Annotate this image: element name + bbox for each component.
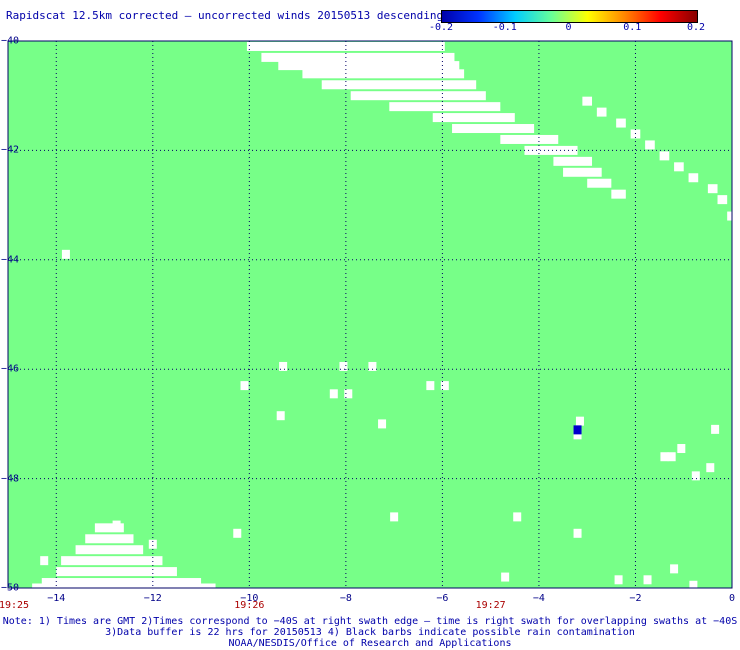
data-gap: [302, 69, 465, 79]
data-gap: [41, 578, 202, 588]
data-gap: [378, 419, 387, 429]
data-gap: [94, 523, 124, 533]
data-gap: [276, 411, 285, 421]
latitude-tick-label: −50: [0, 582, 20, 594]
longitude-tick-label: −8: [339, 593, 352, 604]
data-gap: [611, 189, 626, 199]
time-label: 19:25: [0, 600, 30, 611]
data-gap: [727, 211, 736, 221]
data-gap: [279, 361, 288, 371]
data-gap: [677, 444, 686, 454]
data-gap: [56, 567, 177, 577]
data-gap: [61, 556, 163, 566]
data-gap: [563, 167, 602, 177]
data-gap: [233, 528, 242, 538]
data-gap: [240, 381, 249, 391]
map-title: Rapidscat 12.5km corrected – uncorrected…: [6, 9, 444, 22]
longitude-tick-label: −2: [629, 593, 642, 604]
longitude-tick-label: −6: [436, 593, 449, 604]
data-gap: [440, 381, 449, 391]
data-gap: [596, 107, 607, 117]
data-gap: [573, 430, 582, 440]
data-gap: [587, 178, 612, 188]
latitude-tick-label: −40: [0, 35, 20, 47]
time-label: 19:27: [475, 600, 506, 611]
colorbar-tick-label: -0.1: [492, 22, 517, 33]
data-gap: [667, 452, 676, 462]
data-gap: [513, 512, 522, 522]
data-gap: [501, 572, 510, 582]
latitude-tick-label: −46: [0, 363, 20, 375]
data-gap: [670, 564, 679, 574]
data-gap: [368, 361, 377, 371]
data-gap: [688, 173, 699, 183]
data-gap: [707, 184, 718, 194]
time-label: 19:26: [234, 600, 265, 611]
data-gap: [645, 140, 655, 150]
map-frame: [7, 40, 733, 589]
data-gap: [689, 580, 698, 590]
data-gap: [432, 113, 515, 123]
longitude-tick-label: −12: [143, 593, 162, 604]
data-gap: [148, 539, 157, 549]
data-gap: [500, 134, 559, 144]
longitude-tick-label: −4: [532, 593, 545, 604]
data-gap: [75, 545, 144, 555]
note-line-1: Note: 1) Times are GMT 2)Times correspon…: [2, 616, 738, 627]
data-gap: [643, 575, 652, 585]
data-gap: [660, 452, 669, 462]
data-gap: [706, 463, 715, 473]
colorbar-tick-label: 0.2: [686, 22, 706, 33]
data-gap: [575, 416, 584, 426]
data-gap: [582, 96, 593, 106]
colorbar-tick-label: 0.1: [623, 22, 642, 33]
data-gap: [61, 249, 70, 259]
data-gap: [717, 195, 728, 205]
data-gap: [344, 389, 353, 399]
latitude-tick-label: −48: [0, 473, 20, 485]
data-gap: [616, 118, 626, 128]
data-gap: [329, 389, 338, 399]
data-gap: [321, 80, 477, 90]
data-gap: [278, 61, 460, 71]
data-gap: [339, 361, 348, 371]
colorbar-tick-label: -0.2: [428, 22, 454, 33]
data-gap: [389, 102, 501, 112]
longitude-tick-label: −14: [47, 593, 66, 604]
data-gap: [691, 471, 700, 481]
data-gap: [674, 162, 684, 172]
note-line-3: NOAA/NESDIS/Office of Research and Appli…: [228, 638, 512, 649]
longitude-tick-label: 0: [728, 593, 736, 604]
colorbar: [441, 10, 698, 23]
data-gap: [246, 41, 445, 51]
data-gap: [350, 91, 486, 101]
data-gap: [426, 381, 435, 391]
latitude-tick-label: −42: [0, 144, 20, 156]
data-gap: [40, 556, 49, 566]
data-gap: [85, 534, 134, 544]
colorbar-tick-label: 0: [565, 22, 572, 33]
note-line-2: 3)Data buffer is 22 hrs for 20150513 4) …: [105, 627, 635, 638]
data-gap: [524, 145, 578, 155]
wind-difference-cell: [573, 425, 582, 435]
data-gap: [261, 52, 455, 62]
latitude-tick-label: −44: [0, 254, 20, 266]
data-gap: [573, 528, 582, 538]
data-gap: [452, 124, 535, 134]
data-gap: [711, 424, 720, 434]
data-gap: [659, 151, 670, 161]
data-gap: [112, 520, 121, 530]
data-gap: [614, 575, 623, 585]
data-gap: [390, 512, 399, 522]
longitude-tick-label: −10: [240, 593, 259, 604]
data-gap: [553, 156, 593, 166]
wind-field: [8, 41, 732, 588]
